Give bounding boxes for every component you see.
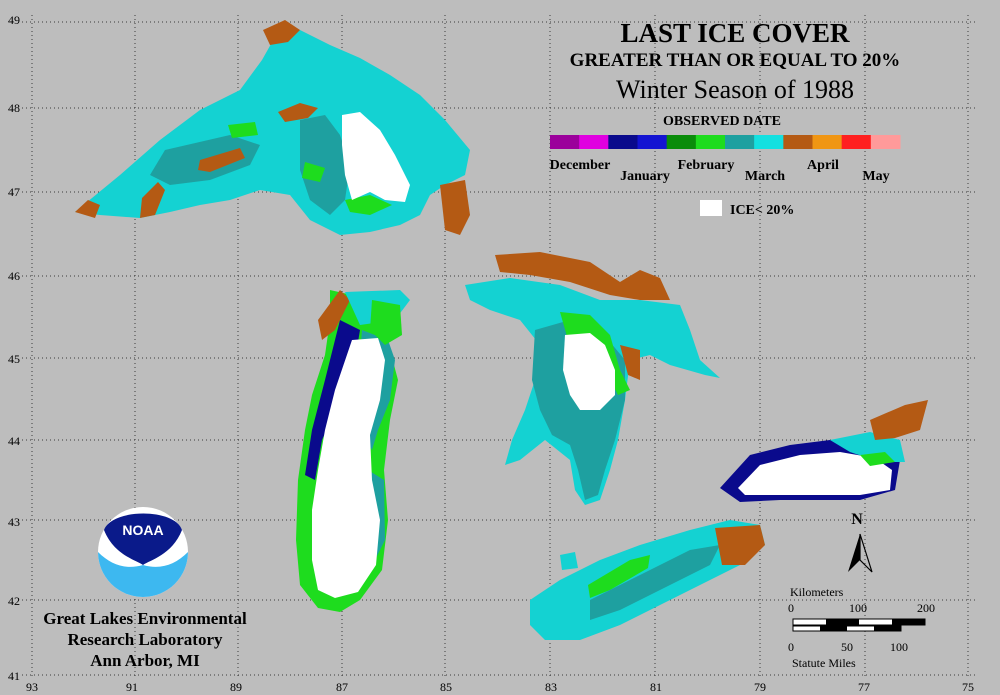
legend-swatch xyxy=(608,135,638,149)
scale-km-segment xyxy=(892,619,925,625)
lon-label-91: 91 xyxy=(126,680,138,694)
lat-label-49: 49 xyxy=(8,13,20,27)
lat-label-48: 48 xyxy=(8,101,20,115)
legend-month-february: February xyxy=(678,158,735,173)
scale-km-0: 0 xyxy=(788,601,794,615)
scale-mi-50: 50 xyxy=(841,640,853,654)
map-subtitle: GREATER THAN OR EQUAL TO 20% xyxy=(570,50,901,71)
season-label: Winter Season of 1988 xyxy=(616,75,854,104)
north-arrow-outline xyxy=(859,533,873,573)
lake-erie xyxy=(530,520,765,640)
scale-mi-segment xyxy=(820,626,847,631)
legend-swatch xyxy=(841,135,872,149)
lon-label-77: 77 xyxy=(858,680,870,694)
scale-mi-0: 0 xyxy=(788,640,794,654)
noaa-logo-text: NOAA xyxy=(122,522,163,538)
scale-km-200: 200 xyxy=(917,601,935,615)
legend-swatch xyxy=(666,135,697,149)
lat-label-41: 41 xyxy=(8,669,20,683)
legend-swatch xyxy=(754,135,784,149)
lon-label-89: 89 xyxy=(230,680,242,694)
north-arrow-icon xyxy=(848,534,860,572)
legend-swatch xyxy=(579,135,609,149)
legend-swatch xyxy=(783,135,813,149)
lon-label-79: 79 xyxy=(754,680,766,694)
lon-label-87: 87 xyxy=(336,680,348,694)
lon-label-75: 75 xyxy=(962,680,974,694)
legend-month-january: January xyxy=(620,169,670,184)
title-block: LAST ICE COVER GREATER THAN OR EQUAL TO … xyxy=(570,18,901,104)
legend-swatch xyxy=(870,135,901,149)
lake-huron xyxy=(465,252,720,505)
noaa-logo-wave xyxy=(98,552,188,597)
lab-name-line2: Research Laboratory xyxy=(67,630,223,649)
scale-km-title: Kilometers xyxy=(790,585,844,599)
lake-michigan xyxy=(296,290,410,612)
legend-title: OBSERVED DATE xyxy=(663,114,781,129)
scale-mi-segment xyxy=(874,626,901,631)
north-label: N xyxy=(851,511,863,528)
lab-location: Ann Arbor, MI xyxy=(90,651,200,670)
lon-label-93: 93 xyxy=(26,680,38,694)
lab-credit: Great Lakes Environmental Research Labor… xyxy=(43,609,247,670)
no-ice-swatch xyxy=(700,200,722,216)
date-legend: OBSERVED DATE December January February … xyxy=(550,114,901,218)
legend-swatch xyxy=(695,135,726,149)
noaa-logo-bird-icon xyxy=(104,513,182,565)
lat-label-47: 47 xyxy=(8,185,20,199)
legend-swatch xyxy=(550,135,580,149)
lake-ontario xyxy=(720,400,928,502)
legend-swatch xyxy=(725,135,755,149)
lat-labels: 49 48 47 46 45 44 43 42 41 xyxy=(8,13,20,683)
north-arrow: N xyxy=(848,511,873,573)
lab-name-line1: Great Lakes Environmental xyxy=(43,609,247,628)
lon-label-81: 81 xyxy=(650,680,662,694)
lon-label-83: 83 xyxy=(545,680,557,694)
scale-km-100: 100 xyxy=(849,601,867,615)
legend-swatch xyxy=(812,135,843,149)
scale-mi-title: Statute Miles xyxy=(792,656,856,670)
lon-label-85: 85 xyxy=(440,680,452,694)
legend-swatch xyxy=(637,135,668,149)
lat-label-44: 44 xyxy=(8,434,20,448)
legend-month-may: May xyxy=(862,169,889,184)
map-title: LAST ICE COVER xyxy=(620,18,850,48)
lake-superior xyxy=(75,20,470,235)
noaa-logo: NOAA xyxy=(98,507,188,597)
legend-color-bar xyxy=(550,135,901,149)
lat-label-45: 45 xyxy=(8,352,20,366)
lat-label-46: 46 xyxy=(8,269,20,283)
legend-month-march: March xyxy=(745,169,785,184)
lat-label-42: 42 xyxy=(8,594,20,608)
lat-label-43: 43 xyxy=(8,515,20,529)
no-ice-label: ICE< 20% xyxy=(730,203,794,218)
scale-km-segment xyxy=(826,619,859,625)
scale-mi-100: 100 xyxy=(890,640,908,654)
legend-month-april: April xyxy=(807,158,839,173)
lon-labels: 93 91 89 87 85 83 81 79 77 75 xyxy=(26,680,974,694)
scale-bar: Kilometers 0 100 200 0 50 100 Statute Mi… xyxy=(788,585,935,670)
legend-month-december: December xyxy=(550,158,611,173)
